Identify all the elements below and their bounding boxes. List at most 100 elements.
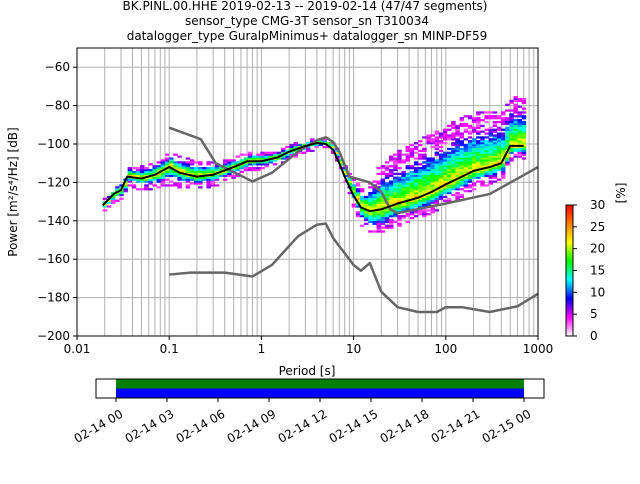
pdf-cell	[135, 172, 141, 176]
pdf-cell	[463, 186, 469, 189]
pdf-cell	[484, 157, 489, 160]
pdf-cell	[521, 138, 527, 141]
pdf-cell	[426, 174, 431, 177]
pdf-cell	[422, 184, 427, 187]
pdf-cell	[488, 176, 494, 179]
pdf-cell	[442, 190, 448, 193]
pdf-cell	[127, 167, 133, 170]
pdf-cell	[426, 136, 431, 139]
pdf-cell	[471, 165, 477, 168]
pdf-cell	[418, 170, 423, 174]
pdf-cell	[438, 140, 444, 143]
pdf-cell	[239, 159, 245, 162]
pdf-cell	[438, 180, 444, 183]
pdf-cell	[505, 155, 510, 158]
pdf-cell	[393, 199, 398, 202]
pdf-cell	[214, 184, 220, 187]
pdf-cell	[289, 153, 294, 156]
pdf-cell	[422, 155, 427, 158]
pdf-cell	[426, 193, 431, 197]
pdf-cell	[492, 147, 498, 151]
pdf-cell	[426, 176, 431, 179]
pdf-cell	[231, 174, 236, 177]
pdf-cell	[430, 178, 435, 181]
pdf-cell	[467, 115, 473, 118]
pdf-cell	[434, 136, 440, 139]
series-lines	[101, 126, 539, 314]
pdf-cell	[492, 157, 498, 160]
pdf-cell	[505, 128, 510, 131]
pdf-cell	[501, 147, 506, 151]
pdf-cell	[405, 184, 411, 187]
pdf-cell	[455, 165, 460, 168]
pdf-cell	[310, 140, 315, 143]
pdf-cell	[467, 184, 473, 187]
pdf-cell	[148, 170, 153, 174]
pdf-cell	[430, 176, 435, 179]
pdf-cell	[223, 178, 228, 181]
pdf-cell	[152, 170, 157, 174]
pdf-cell	[426, 190, 431, 193]
pdf-cell	[243, 157, 249, 160]
pdf-cell	[455, 153, 460, 156]
pdf-cell	[430, 165, 435, 168]
pdf-cell	[442, 134, 448, 137]
pdf-cell	[359, 211, 365, 214]
pdf-cell	[123, 184, 128, 187]
pdf-cell	[480, 140, 485, 143]
pdf-cell	[467, 132, 473, 135]
pdf-cell	[140, 178, 145, 181]
pdf-cell	[513, 115, 518, 118]
pdf-cell	[127, 178, 133, 181]
pdf-cell	[364, 207, 369, 210]
pdf-cell	[463, 151, 469, 154]
pdf-cell	[476, 119, 481, 122]
pdf-cell	[355, 182, 361, 185]
pdf-cell	[343, 172, 348, 176]
pdf-cell	[501, 145, 506, 149]
pdf-cell	[442, 151, 448, 154]
series-mean-line	[101, 142, 524, 213]
pdf-cell	[521, 151, 527, 154]
pdf-cell	[476, 176, 481, 179]
pdf-cell	[455, 180, 460, 183]
pdf-cell	[455, 134, 460, 137]
pdf-cell	[517, 132, 523, 135]
pdf-cell	[185, 178, 191, 181]
pdf-cell	[177, 178, 182, 181]
pdf-cell	[501, 170, 506, 174]
pdf-cell	[438, 190, 444, 193]
pdf-cell	[455, 130, 460, 133]
pdf-cell	[359, 190, 365, 193]
pdf-cell	[471, 147, 477, 151]
pdf-cell	[455, 184, 460, 187]
pdf-cell	[451, 155, 456, 158]
pdf-cell	[169, 184, 174, 187]
pdf-cell	[442, 182, 448, 185]
pdf-cell	[476, 140, 481, 143]
pdf-cell	[131, 184, 137, 187]
pdf-cell	[455, 170, 460, 174]
pdf-cell	[376, 172, 381, 176]
pdf-cell	[492, 144, 498, 147]
pdf-cell	[368, 220, 373, 224]
pdf-cell	[364, 222, 369, 225]
pdf-cell	[517, 142, 523, 145]
pdf-cell	[380, 180, 386, 183]
pdf-cell	[509, 113, 514, 116]
pdf-cell	[459, 188, 464, 191]
pdf-cell	[243, 165, 249, 168]
pdf-cell	[463, 124, 469, 128]
pdf-cell	[119, 193, 124, 197]
pdf-cell	[517, 140, 523, 143]
pdf-cell	[430, 209, 435, 212]
pdf-cell	[492, 115, 498, 118]
pdf-cell	[281, 147, 286, 151]
pdf-cell	[131, 174, 137, 177]
pdf-cell	[405, 190, 411, 193]
pdf-cell	[293, 155, 299, 158]
pdf-cell	[102, 209, 108, 212]
pdf-cell	[413, 168, 419, 172]
pdf-cell	[505, 153, 510, 156]
pdf-cell	[430, 211, 435, 214]
